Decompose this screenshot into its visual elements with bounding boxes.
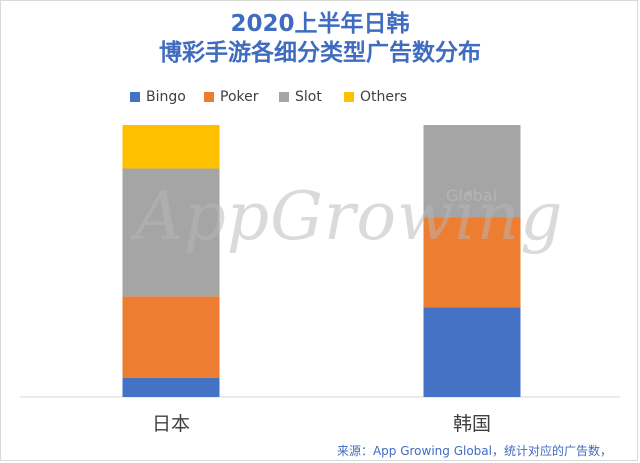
legend-swatch-poker xyxy=(204,92,214,102)
legend-label-bingo: Bingo xyxy=(146,89,186,105)
bar-segment-slot-0 xyxy=(122,168,220,297)
chart-title: 2020上半年日韩 xyxy=(230,11,410,37)
legend-item-bingo: Bingo xyxy=(130,87,186,107)
legend-item-slot: Slot xyxy=(279,87,322,107)
source-note: 来源：App Growing Global，统计对应的广告数， xyxy=(336,444,612,458)
bar-segment-slot-1 xyxy=(423,125,521,218)
legend-swatch-others xyxy=(344,92,354,102)
legend-swatch-slot xyxy=(279,92,289,102)
watermark-global: Global xyxy=(446,186,498,205)
legend-item-others: Others xyxy=(344,87,407,107)
bar-segment-poker-0 xyxy=(122,296,220,378)
watermark-logo: AppGrowing xyxy=(135,178,564,255)
bar-segment-others-0 xyxy=(122,125,220,169)
legend-label-slot: Slot xyxy=(295,89,322,105)
x-tick-label-0: 日本 xyxy=(152,413,190,435)
chart-legend: Bingo Poker Slot Others xyxy=(0,87,640,107)
chart-subtitle: 博彩手游各细分类型广告数分布 xyxy=(159,40,481,66)
legend-item-poker: Poker xyxy=(204,87,259,107)
legend-swatch-bingo xyxy=(130,92,140,102)
bar-segment-poker-1 xyxy=(423,217,521,308)
legend-label-others: Others xyxy=(360,89,408,105)
x-tick-label-1: 韩国 xyxy=(453,413,491,435)
legend-label-poker: Poker xyxy=(220,89,259,105)
bar-segment-bingo-0 xyxy=(122,377,220,397)
bar-segment-bingo-1 xyxy=(423,307,521,397)
